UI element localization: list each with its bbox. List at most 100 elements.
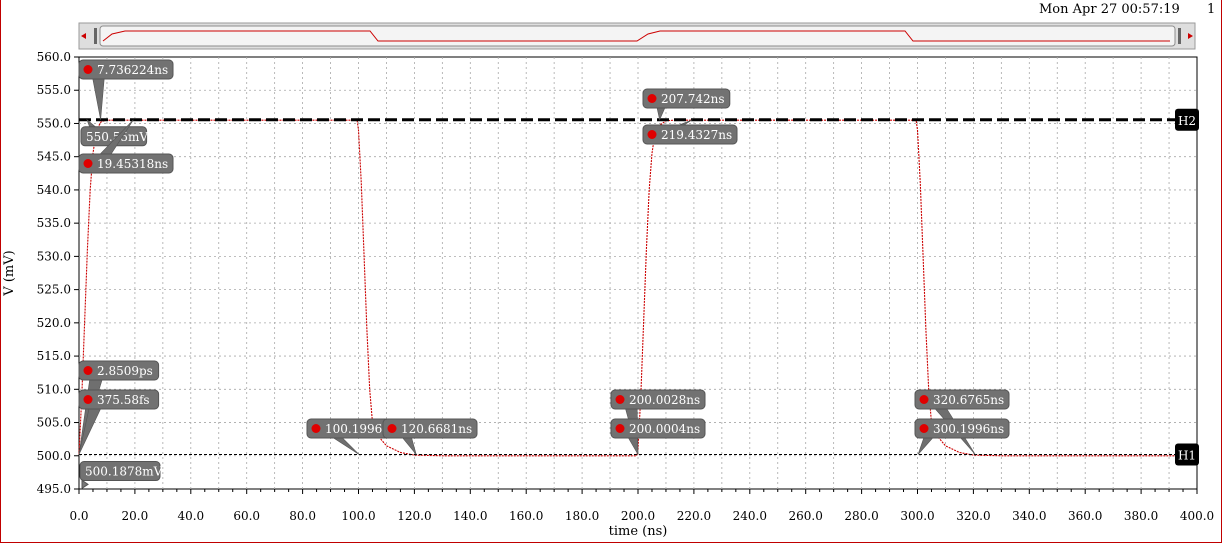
marker-badge xyxy=(79,461,161,482)
x-tick-label: 140.0 xyxy=(453,509,487,523)
y-tick-label: 495.0 xyxy=(37,482,71,496)
x-tick-label: 320.0 xyxy=(956,509,990,523)
y-tick-label: 525.0 xyxy=(37,283,71,297)
marker-label: 207.742ns xyxy=(661,92,725,106)
x-tick-label: 240.0 xyxy=(733,509,767,523)
x-tick-label: 280.0 xyxy=(844,509,878,523)
annotation-7: 219.4327ns xyxy=(642,119,738,145)
annotation-layer: 550.55mV500.1878mV7.736224ns19.45318ns2.… xyxy=(78,59,1010,490)
marker-dot xyxy=(615,424,625,433)
marker-label: 500.1878mV xyxy=(85,465,163,479)
x-tick-label: 260.0 xyxy=(789,509,823,523)
marker-dot xyxy=(83,65,93,74)
marker-dot xyxy=(387,424,397,433)
annotation-10: 320.6765ns xyxy=(914,389,1010,455)
annotation-1: 19.45318ns xyxy=(78,119,174,174)
annotation-5: 120.6681ns xyxy=(382,418,478,455)
marker-dot xyxy=(647,130,657,139)
scroll-right-handle[interactable] xyxy=(1178,28,1181,44)
y-tick-label: 540.0 xyxy=(37,183,71,197)
marker-label: 300.1996ns xyxy=(933,422,1004,436)
annotation-9: 200.0004ns xyxy=(610,418,706,455)
y-tick-label: 500.0 xyxy=(37,449,71,463)
cursor-tag-label: H2 xyxy=(1178,114,1196,128)
annotation-11: 300.1996ns xyxy=(914,418,1010,455)
marker-badge xyxy=(78,59,174,80)
marker-label: 320.6765ns xyxy=(933,393,1004,407)
overview-waveform xyxy=(102,30,1170,42)
annotation-3: 375.58fs xyxy=(78,389,160,455)
overview-scrollbar[interactable] xyxy=(78,22,1196,50)
annotation-0: 7.736224ns xyxy=(78,59,174,120)
cursor-tag-h1 xyxy=(1175,443,1199,466)
x-tick-label: 60.0 xyxy=(233,509,260,523)
annotation-4: 100.1996ns xyxy=(306,418,402,455)
x-tick-label: 300.0 xyxy=(900,509,934,523)
waveform-line xyxy=(78,119,1197,457)
origin-arrow-icon xyxy=(81,479,89,490)
timestamp: Mon Apr 27 00:57:19 xyxy=(1039,2,1180,17)
marker-label: 19.45318ns xyxy=(97,157,168,171)
marker-badge xyxy=(78,153,174,174)
y-tick-label: 555.0 xyxy=(37,83,71,97)
x-tick-label: 180.0 xyxy=(565,509,599,523)
x-tick-label: 20.0 xyxy=(122,509,149,523)
marker-dot xyxy=(83,395,93,404)
axis-ticks: 0.0 20.0 40.0 60.0 80.0 100.0 120.0 140.0 160.0 1… xyxy=(37,50,1215,523)
marker-layer: H2 H1 xyxy=(79,108,1199,466)
marker-label: 7.736224ns xyxy=(97,63,168,77)
x-axis-title: time (ns) xyxy=(609,524,668,539)
x-tick-label: 160.0 xyxy=(509,509,543,523)
marker-badge xyxy=(610,418,706,439)
y-tick-label: 530.0 xyxy=(37,249,71,263)
x-tick-label: 40.0 xyxy=(177,509,204,523)
marker-label: 100.1996ns xyxy=(325,422,396,436)
y-tick-label: 560.0 xyxy=(37,50,71,64)
x-tick-label: 0.0 xyxy=(69,509,88,523)
marker-badge xyxy=(914,389,1010,410)
series-layer xyxy=(78,119,1197,457)
marker-dot xyxy=(615,395,625,404)
y-tick-label: 510.0 xyxy=(37,382,71,396)
cursor-tag-label: H1 xyxy=(1178,449,1196,463)
marker-badge xyxy=(382,418,478,439)
y-tick-label: 505.0 xyxy=(37,416,71,430)
x-tick-label: 400.0 xyxy=(1180,509,1214,523)
x-tick-label: 80.0 xyxy=(289,509,316,523)
y-tick-label: 520.0 xyxy=(37,316,71,330)
scroll-left-handle[interactable] xyxy=(94,28,97,44)
marker-dot xyxy=(83,159,93,168)
x-tick-label: 200.0 xyxy=(621,509,655,523)
marker-badge xyxy=(642,124,738,145)
marker-dot xyxy=(311,424,321,433)
marker-dot xyxy=(919,424,929,433)
x-tick-label: 380.0 xyxy=(1124,509,1158,523)
marker-label: 2.8509ps xyxy=(97,364,153,378)
marker-label: 219.4327ns xyxy=(661,128,732,142)
marker-label: 200.0004ns xyxy=(629,422,700,436)
annotation-6: 207.742ns xyxy=(642,88,731,121)
marker-badge xyxy=(78,360,160,381)
y-axis-title: V (mV) xyxy=(2,250,17,296)
y-tick-label: 545.0 xyxy=(37,150,71,164)
subplot-index: 1 xyxy=(1207,2,1215,17)
y-tick-label: 535.0 xyxy=(37,216,71,230)
scroll-right-arrow-icon[interactable] xyxy=(1188,33,1193,39)
marker-label: 375.58fs xyxy=(97,393,150,407)
scroll-left-arrow-icon[interactable] xyxy=(81,33,86,39)
marker-dot xyxy=(919,395,929,404)
x-tick-label: 360.0 xyxy=(1068,509,1102,523)
cursor-tag-h2 xyxy=(1175,108,1199,131)
cursor-value-h1: 500.1878mV xyxy=(79,461,163,482)
marker-badge xyxy=(642,88,731,109)
marker-badge xyxy=(78,389,160,410)
marker-badge xyxy=(914,418,1010,439)
x-tick-label: 340.0 xyxy=(1012,509,1046,523)
x-tick-label: 120.0 xyxy=(397,509,431,523)
y-tick-label: 550.0 xyxy=(37,116,71,130)
x-tick-label: 100.0 xyxy=(341,509,375,523)
marker-badge xyxy=(610,389,706,410)
marker-dot xyxy=(647,94,657,103)
marker-label: 120.6681ns xyxy=(401,422,472,436)
